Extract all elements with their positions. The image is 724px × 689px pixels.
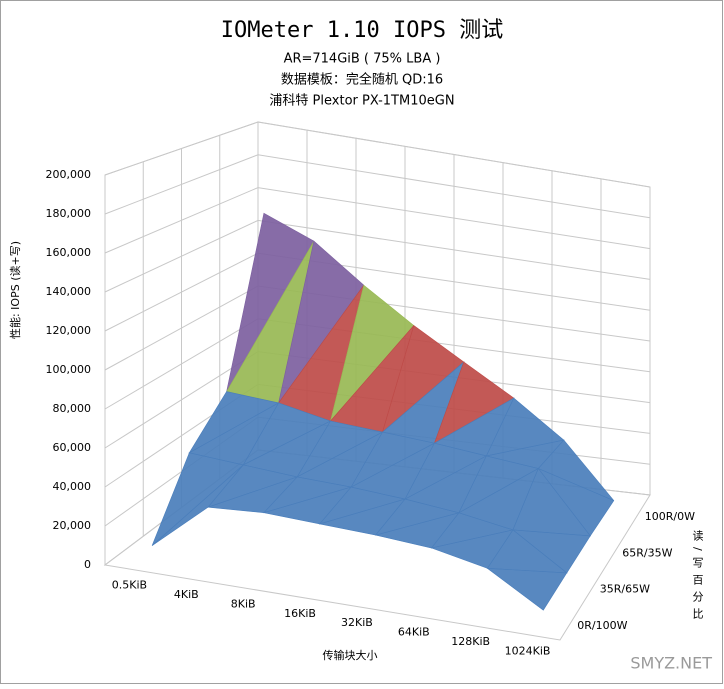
x-tick-label: 0.5KiB <box>112 579 147 592</box>
y-tick-label: 120,000 <box>46 324 92 337</box>
grid-line <box>104 219 651 293</box>
watermark: SMYZ.NET <box>630 654 712 673</box>
y-tick-label: 160,000 <box>46 246 92 259</box>
grid-line <box>104 121 651 188</box>
surface-facet <box>486 567 568 611</box>
y-tick-label: 40,000 <box>53 480 92 493</box>
z-tick-label: 100R/0W <box>645 510 695 523</box>
y-tick-label: 0 <box>84 558 91 571</box>
x-tick-label: 4KiB <box>174 588 199 601</box>
x-tick-label: 8KiB <box>231 597 256 610</box>
x-axis-title: 传输块大小 <box>323 648 378 662</box>
z-axis-title: 读/写百分比 <box>691 529 704 625</box>
subtitle: 数据模板：完全随机 QD:16 <box>281 72 443 88</box>
y-tick-label: 200,000 <box>46 168 92 181</box>
x-tick-label: 128KiB <box>451 635 490 648</box>
y-tick-label: 20,000 <box>53 519 92 532</box>
y-tick-label: 180,000 <box>46 207 92 220</box>
grid-line <box>104 154 651 219</box>
x-tick-label: 32KiB <box>341 616 373 629</box>
z-tick-label: 65R/35W <box>622 546 672 559</box>
y-axis-title: 性能: IOPS (读+写) <box>8 241 22 339</box>
subtitle: 浦科特 Plextor PX-1TM10eGN <box>269 94 454 109</box>
y-tick-label: 100,000 <box>46 363 92 376</box>
z-tick-label: 0R/100W <box>577 619 627 632</box>
y-tick-label: 80,000 <box>53 402 92 415</box>
z-tick-label: 35R/65W <box>600 583 650 596</box>
chart-title: IOMeter 1.10 IOPS 测试 <box>221 18 503 43</box>
x-tick-label: 16KiB <box>284 607 316 620</box>
subtitle: AR=714GiB ( 75% LBA ) <box>284 52 441 67</box>
grid-line <box>104 187 651 254</box>
y-tick-label: 60,000 <box>53 441 92 454</box>
y-tick-label: 140,000 <box>46 285 92 298</box>
x-tick-label: 64KiB <box>398 626 430 639</box>
x-tick-label: 1024KiB <box>505 644 551 657</box>
